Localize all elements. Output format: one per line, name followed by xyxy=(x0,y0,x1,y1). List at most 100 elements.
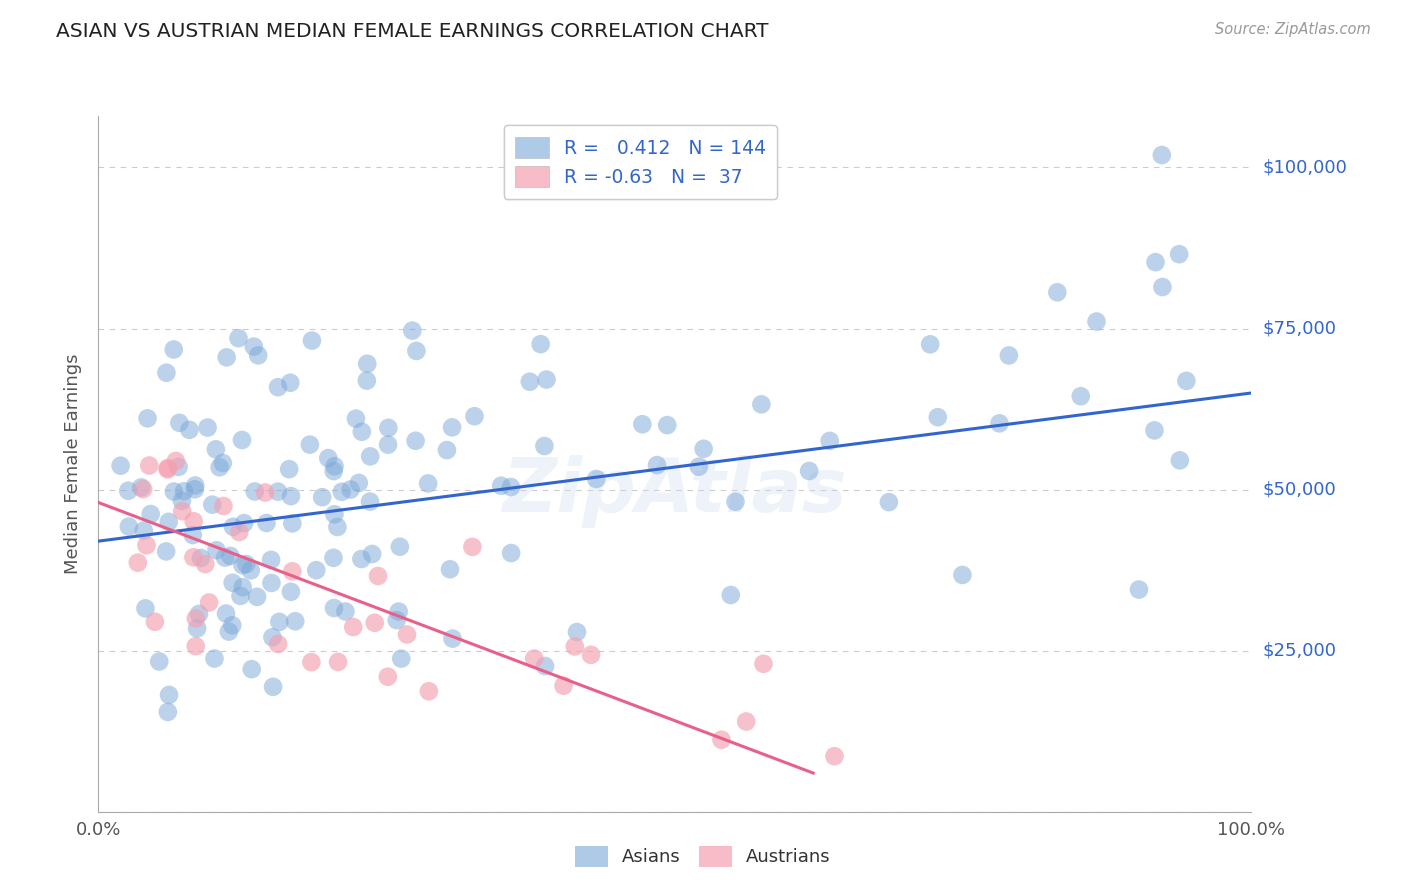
Point xyxy=(536,373,558,387)
Point xyxy=(523,651,546,665)
Point xyxy=(284,615,307,629)
Point xyxy=(377,670,399,684)
Point xyxy=(260,553,283,567)
Point xyxy=(347,475,370,490)
Point xyxy=(339,483,361,497)
Point xyxy=(156,705,179,719)
Point xyxy=(585,472,607,486)
Point xyxy=(330,484,353,499)
Point xyxy=(205,543,228,558)
Point xyxy=(143,615,166,629)
Point xyxy=(631,417,654,432)
Text: $75,000: $75,000 xyxy=(1263,319,1337,337)
Point xyxy=(724,494,747,508)
Point xyxy=(356,374,378,388)
Point xyxy=(110,458,132,473)
Point xyxy=(163,343,186,357)
Point xyxy=(323,508,346,522)
Point xyxy=(1168,453,1191,467)
Point xyxy=(377,421,399,435)
Point xyxy=(1168,247,1191,261)
Point xyxy=(920,337,942,351)
Point xyxy=(267,637,290,651)
Point xyxy=(231,433,253,447)
Point xyxy=(326,520,349,534)
Point xyxy=(998,348,1021,362)
Point xyxy=(184,483,207,497)
Point xyxy=(228,331,250,345)
Point xyxy=(499,480,522,494)
Point xyxy=(278,376,301,390)
Point xyxy=(323,459,346,474)
Point xyxy=(221,618,243,632)
Point xyxy=(219,549,242,563)
Point xyxy=(167,459,190,474)
Point xyxy=(267,380,290,394)
Point xyxy=(229,589,252,603)
Point xyxy=(280,584,302,599)
Point xyxy=(533,439,555,453)
Point xyxy=(155,544,177,558)
Point xyxy=(564,640,586,654)
Point xyxy=(441,632,464,646)
Point xyxy=(197,420,219,434)
Point xyxy=(823,749,845,764)
Point xyxy=(262,680,284,694)
Point xyxy=(489,479,512,493)
Point xyxy=(439,562,461,576)
Point xyxy=(501,546,523,560)
Point xyxy=(118,519,141,533)
Point xyxy=(281,565,304,579)
Point xyxy=(405,434,427,448)
Point xyxy=(247,348,270,362)
Point xyxy=(326,655,349,669)
Point xyxy=(377,437,399,451)
Point xyxy=(461,540,484,554)
Point xyxy=(316,451,339,466)
Point xyxy=(335,604,357,618)
Point xyxy=(359,494,381,508)
Point xyxy=(1046,285,1069,300)
Point xyxy=(323,601,346,615)
Point xyxy=(988,417,1011,431)
Point xyxy=(364,615,387,630)
Point xyxy=(132,482,155,496)
Point xyxy=(1175,374,1198,388)
Point xyxy=(138,458,160,473)
Point xyxy=(1128,582,1150,597)
Point xyxy=(157,515,180,529)
Point xyxy=(194,557,217,571)
Point xyxy=(222,520,245,534)
Point xyxy=(183,514,205,528)
Point xyxy=(752,657,775,671)
Point xyxy=(301,334,323,348)
Point xyxy=(232,580,254,594)
Text: Source: ZipAtlas.com: Source: ZipAtlas.com xyxy=(1215,22,1371,37)
Text: ASIAN VS AUSTRIAN MEDIAN FEMALE EARNINGS CORRELATION CHART: ASIAN VS AUSTRIAN MEDIAN FEMALE EARNINGS… xyxy=(56,22,769,41)
Point xyxy=(463,409,485,424)
Point xyxy=(155,366,177,380)
Point xyxy=(214,550,236,565)
Point xyxy=(927,410,949,425)
Point xyxy=(385,613,408,627)
Point xyxy=(359,450,381,464)
Point xyxy=(1085,314,1108,328)
Point xyxy=(388,605,411,619)
Point xyxy=(179,423,201,437)
Point xyxy=(436,443,458,458)
Point xyxy=(134,601,156,615)
Point xyxy=(181,528,204,542)
Point xyxy=(186,621,208,635)
Point xyxy=(388,540,411,554)
Point xyxy=(405,343,427,358)
Point xyxy=(156,462,179,476)
Point xyxy=(169,416,191,430)
Point xyxy=(1144,255,1167,269)
Point xyxy=(243,340,266,354)
Point xyxy=(184,611,207,625)
Point xyxy=(1152,280,1174,294)
Point xyxy=(148,655,170,669)
Point xyxy=(269,615,291,629)
Point xyxy=(278,462,301,476)
Point xyxy=(183,550,205,565)
